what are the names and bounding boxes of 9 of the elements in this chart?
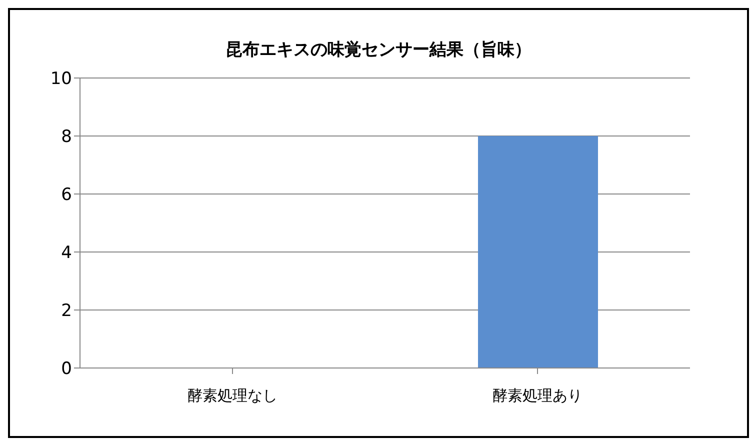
chart-title: 昆布エキスの味覚センサー結果（旨味） [224, 39, 532, 62]
y-tick-label: 2 [61, 301, 72, 322]
y-tick-label: 4 [61, 243, 72, 264]
y-tick-label: 6 [61, 185, 72, 206]
y-tick-label: 10 [50, 69, 72, 90]
y-tick-label: 8 [61, 127, 72, 148]
x-tick-label: 酵素処理なし [188, 386, 278, 405]
x-tick-label: 酵素処理あり [492, 386, 582, 405]
y-tick-label: 0 [61, 359, 72, 380]
